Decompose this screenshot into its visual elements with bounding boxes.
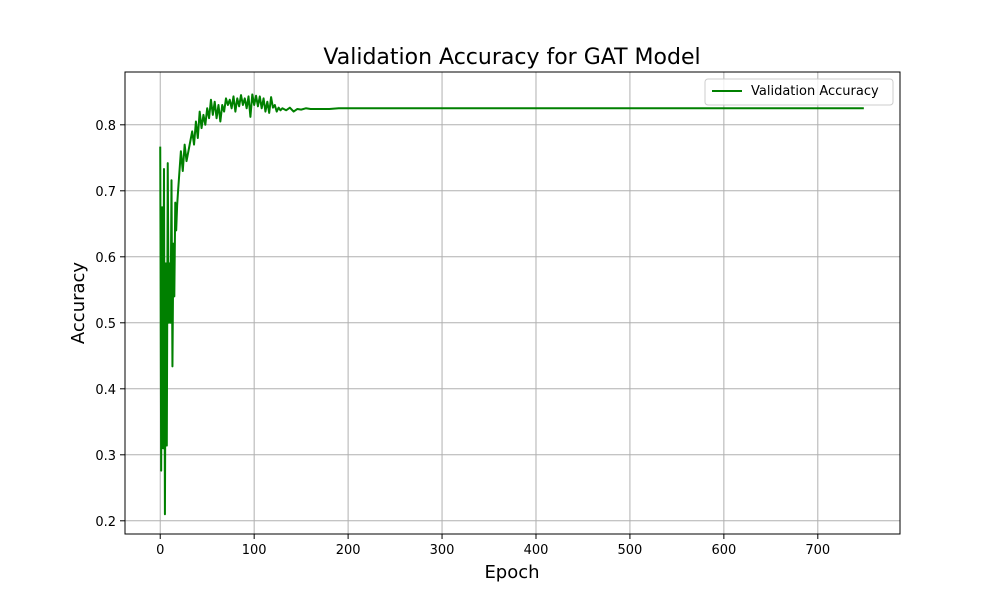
y-tick-label: 0.6	[95, 251, 116, 266]
series-layer	[159, 93, 864, 516]
ticks: 0 100 200 300 400 500 600 700 0.2 0.3 0.4 0.5 0.6 0.7…	[95, 119, 830, 558]
y-tick-label: 0.8	[95, 119, 116, 134]
x-axis-label: Epoch	[484, 562, 539, 583]
y-axis-label: Accuracy	[68, 262, 89, 345]
y-tick-label: 0.2	[95, 515, 116, 530]
series-line-validation-accuracy	[159, 93, 864, 516]
legend: Validation Accuracy	[704, 78, 894, 106]
y-tick-label: 0.5	[95, 317, 116, 332]
x-tick-label: 700	[805, 543, 830, 558]
x-tick-label: 300	[430, 543, 455, 558]
y-tick-label: 0.7	[95, 185, 116, 200]
x-tick-label: 100	[242, 543, 267, 558]
y-tick-label: 0.4	[95, 383, 116, 398]
legend-box	[704, 78, 894, 106]
x-tick-label: 600	[711, 543, 736, 558]
x-tick-label: 200	[336, 543, 361, 558]
legend-label: Validation Accuracy	[751, 84, 879, 99]
chart-title: Validation Accuracy for GAT Model	[323, 45, 700, 70]
x-tick-label: 500	[618, 543, 643, 558]
y-tick-label: 0.3	[95, 449, 116, 464]
x-tick-label: 0	[156, 543, 164, 558]
grid	[125, 72, 900, 534]
x-tick-label: 400	[524, 543, 549, 558]
plot-frame	[124, 71, 901, 535]
